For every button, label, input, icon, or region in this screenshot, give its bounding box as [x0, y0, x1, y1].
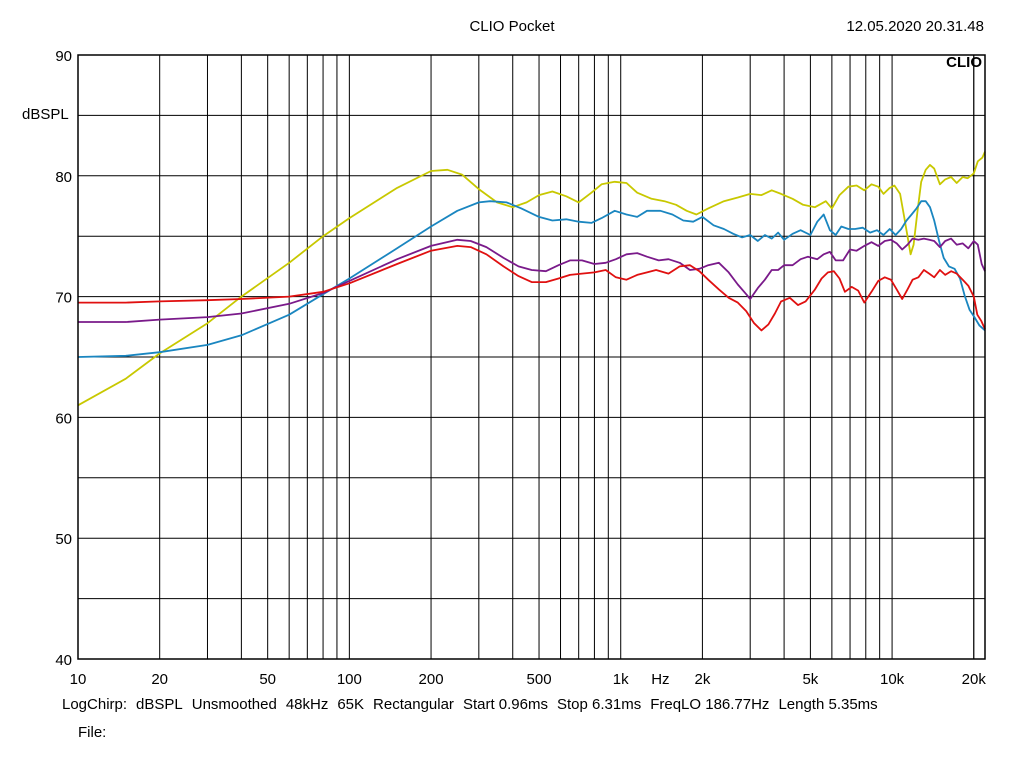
- timestamp: 12.05.2020 20.31.48: [846, 18, 984, 35]
- x-tick-label: 100: [337, 671, 362, 688]
- y-tick-label: 60: [55, 410, 72, 427]
- x-tick-label: 2k: [694, 671, 710, 688]
- plot-frame: [77, 54, 986, 660]
- file-label: File:: [78, 724, 107, 741]
- x-tick-label: 1k: [613, 671, 629, 688]
- x-tick-label: 50: [259, 671, 276, 688]
- series-line-3: [78, 237, 986, 323]
- clio-logo: CLIO: [946, 54, 982, 71]
- x-tick-label: 10k: [880, 671, 905, 688]
- y-tick-label: 70: [55, 290, 72, 307]
- param-mode: LogChirp:: [62, 696, 128, 713]
- y-tick-label: 80: [55, 169, 72, 186]
- x-tick-label: 200: [419, 671, 444, 688]
- param-freqlo: FreqLO 186.77Hz: [650, 696, 770, 713]
- param-samplerate: 48kHz: [285, 696, 329, 713]
- x-tick-label: 5k: [802, 671, 818, 688]
- param-start: Start 0.96ms: [462, 696, 548, 713]
- param-length: Length 5.35ms: [778, 696, 878, 713]
- x-tick-label: 20: [151, 671, 168, 688]
- x-tick-label: 20k: [962, 671, 987, 688]
- series-line-1: [77, 151, 986, 407]
- series-line-2: [77, 200, 986, 358]
- param-window: Rectangular: [373, 696, 454, 713]
- y-tick-labels: 90 80 70 60 50 40: [55, 48, 72, 669]
- curves: [77, 151, 986, 407]
- y-tick-label: 50: [55, 531, 72, 548]
- x-axis-unit-label: Hz: [651, 671, 669, 688]
- chart-title: CLIO Pocket: [469, 18, 555, 35]
- grid: [77, 55, 985, 659]
- y-axis-label: dBSPL: [22, 106, 69, 123]
- x-tick-label: 500: [527, 671, 552, 688]
- param-size: 65K: [337, 696, 365, 713]
- x-tick-label: 10: [70, 671, 87, 688]
- param-stop: Stop 6.31ms: [556, 696, 642, 713]
- measurement-parameters: LogChirp: dBSPL Unsmoothed 48kHz 65K Rectangu…: [62, 696, 887, 713]
- y-tick-label: 40: [55, 652, 72, 669]
- x-tick-labels: 10 20 50 100 200 500 1k 2k 5k 10k 20k Hz: [70, 671, 987, 688]
- param-unit: dBSPL: [136, 696, 183, 713]
- series-line-4: [78, 245, 986, 332]
- y-tick-label: 90: [55, 48, 72, 65]
- param-smoothing: Unsmoothed: [191, 696, 277, 713]
